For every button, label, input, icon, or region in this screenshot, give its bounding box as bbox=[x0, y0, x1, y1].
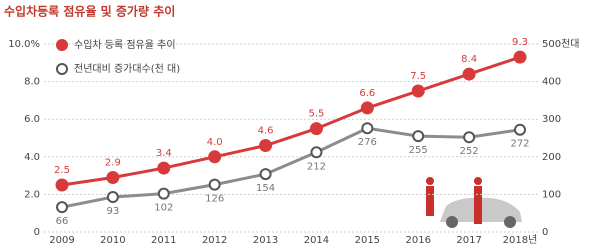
x-tick-label: 2011 bbox=[151, 235, 176, 245]
point bbox=[413, 131, 423, 141]
point bbox=[208, 150, 221, 163]
data-label: 8.4 bbox=[461, 54, 477, 65]
x-tick-label: 2016 bbox=[405, 235, 430, 245]
data-label: 2.9 bbox=[105, 157, 121, 168]
y-tick-label: 0 bbox=[34, 227, 40, 238]
data-label: 276 bbox=[358, 137, 377, 148]
x-tick-label: 2018년 bbox=[503, 234, 538, 245]
y-tick-label: 300 bbox=[542, 114, 561, 125]
data-label: 5.5 bbox=[308, 109, 324, 120]
y-tick-label: 100 bbox=[542, 189, 561, 200]
data-label: 9.3 bbox=[512, 37, 528, 48]
x-tick-label: 2009 bbox=[49, 235, 74, 245]
illustration bbox=[426, 177, 522, 228]
point bbox=[159, 189, 169, 199]
x-tick-label: 2015 bbox=[355, 235, 380, 245]
point bbox=[311, 147, 321, 157]
point bbox=[515, 125, 525, 135]
y-tick-label: 0 bbox=[542, 227, 548, 238]
point bbox=[310, 122, 323, 135]
y-tick-label: 8.0 bbox=[24, 77, 40, 88]
x-tick-label: 2017 bbox=[456, 235, 481, 245]
data-label: 93 bbox=[107, 206, 120, 217]
data-label: 272 bbox=[510, 139, 529, 150]
x-tick-label: 2012 bbox=[202, 235, 227, 245]
data-label: 126 bbox=[205, 194, 224, 205]
data-label: 102 bbox=[154, 203, 173, 214]
y-tick-label: 4.0 bbox=[24, 152, 40, 163]
point bbox=[463, 68, 476, 81]
point bbox=[261, 169, 271, 179]
y-tick-label: 200 bbox=[542, 152, 561, 163]
data-label: 2.5 bbox=[54, 165, 70, 176]
y-tick-label: 10.0% bbox=[8, 39, 40, 50]
data-label: 3.4 bbox=[156, 148, 172, 159]
data-label: 154 bbox=[256, 183, 275, 194]
data-label: 4.0 bbox=[207, 137, 223, 148]
point bbox=[464, 132, 474, 142]
point bbox=[412, 85, 425, 98]
point bbox=[157, 162, 170, 175]
point bbox=[106, 171, 119, 184]
point bbox=[361, 101, 374, 114]
data-label: 252 bbox=[460, 146, 479, 157]
legend-label: 전년대비 증가대수(천 대) bbox=[74, 63, 180, 75]
data-label: 7.5 bbox=[410, 71, 426, 82]
point bbox=[210, 180, 220, 190]
x-tick-label: 2014 bbox=[304, 235, 329, 245]
data-label: 66 bbox=[56, 216, 69, 227]
legend-marker bbox=[57, 64, 67, 74]
y-tick-label: 500천대 bbox=[542, 38, 580, 50]
y-tick-label: 400 bbox=[542, 77, 561, 88]
chart-title: 수입차등록 점유율 및 증가량 추이 bbox=[4, 4, 175, 19]
chart: 수입차등록 점유율 및 증가량 추이 0 2.0 4.0 6.0 8.0 10.0% 0 10… bbox=[0, 0, 590, 245]
x-tick-label: 2010 bbox=[100, 235, 125, 245]
point bbox=[108, 192, 118, 202]
data-label: 6.6 bbox=[359, 88, 375, 99]
line bbox=[62, 128, 520, 207]
line bbox=[62, 57, 520, 185]
legend-label: 수입차 등록 점유율 추이 bbox=[74, 38, 176, 51]
point bbox=[514, 51, 527, 64]
point bbox=[259, 139, 272, 152]
point bbox=[57, 202, 67, 212]
data-label: 212 bbox=[307, 161, 326, 172]
y-tick-label: 2.0 bbox=[24, 189, 40, 200]
point bbox=[56, 179, 69, 192]
data-label: 255 bbox=[409, 145, 428, 156]
legend-marker bbox=[56, 39, 68, 51]
y-tick-label: 6.0 bbox=[24, 114, 40, 125]
data-label: 4.6 bbox=[258, 126, 274, 137]
point bbox=[362, 123, 372, 133]
x-tick-label: 2013 bbox=[253, 235, 278, 245]
